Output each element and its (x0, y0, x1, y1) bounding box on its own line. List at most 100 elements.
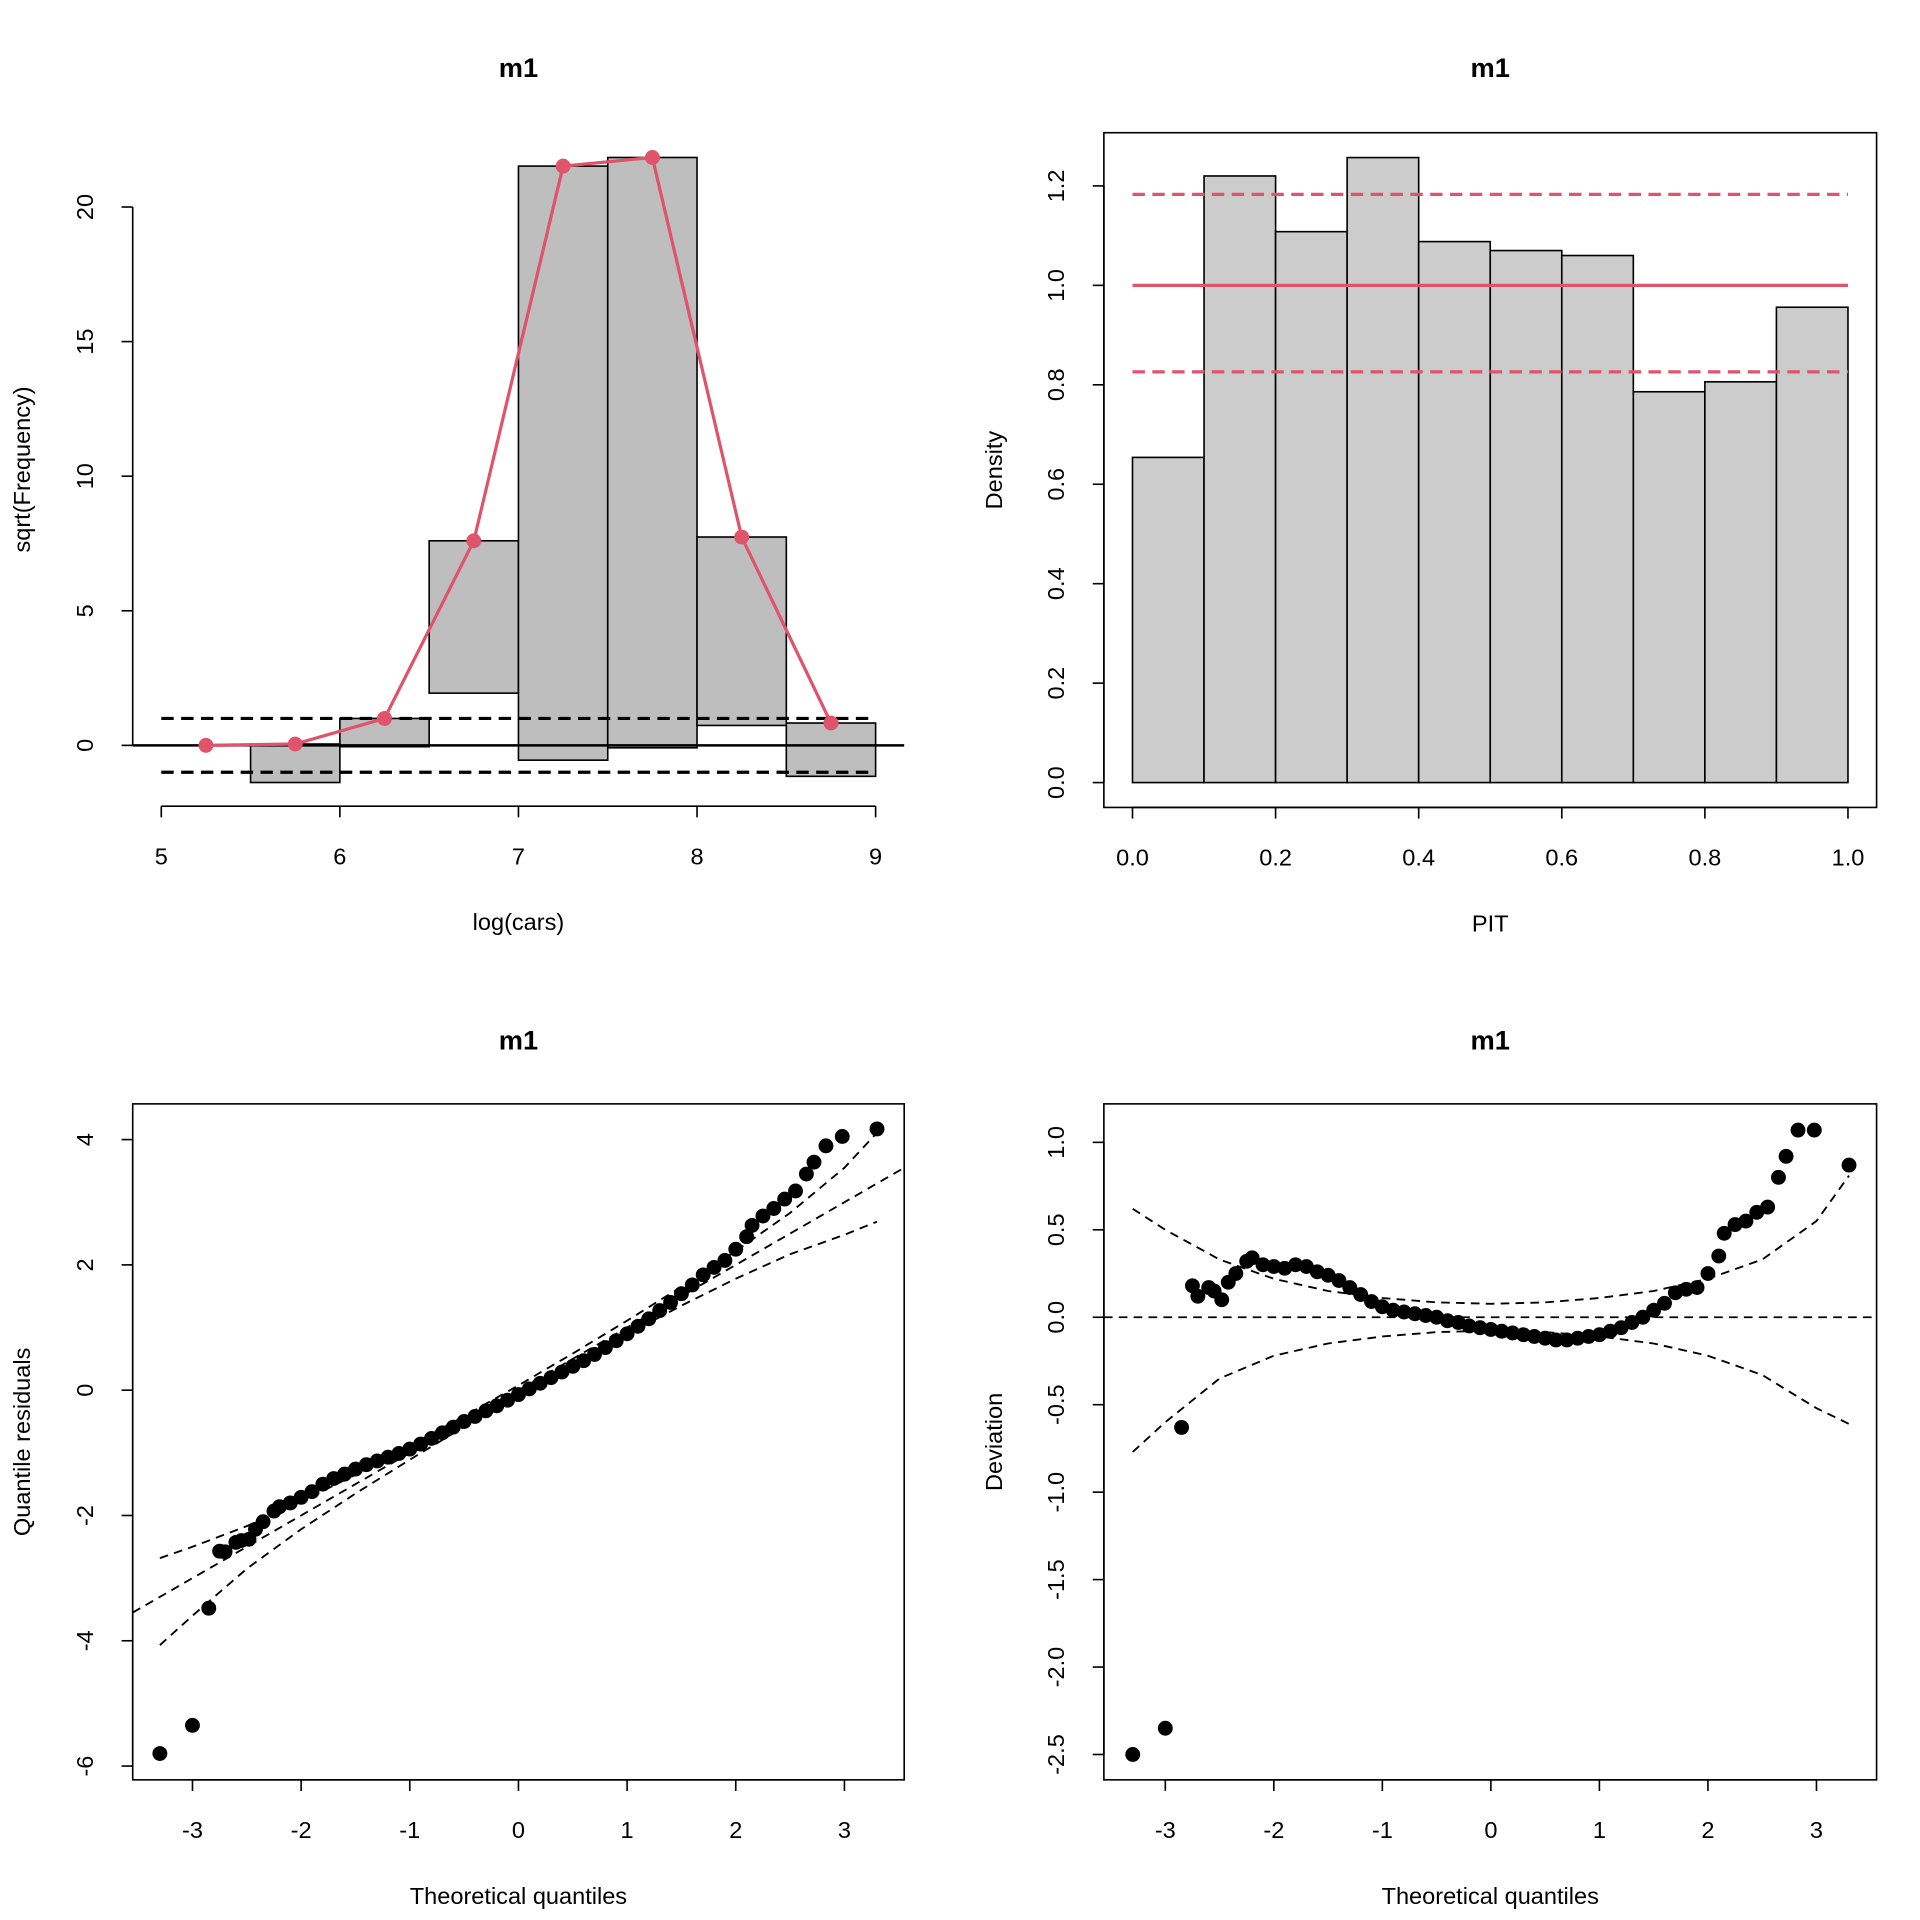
x-tick-label: 2 (729, 1817, 742, 1843)
y-tick-label: 1.0 (1043, 1126, 1069, 1159)
x-tick-label: 9 (869, 843, 882, 869)
point (1738, 1213, 1754, 1229)
x-tick-label: -2 (291, 1817, 312, 1843)
bar (785, 722, 877, 778)
point (1790, 1122, 1806, 1138)
point (1635, 1309, 1651, 1325)
y-tick-label: 2 (72, 1258, 98, 1271)
chart-title: m1 (1471, 1024, 1510, 1055)
panel: m1 Theoretical quantiles Quantile residual… (9, 1024, 905, 1909)
bar (1704, 381, 1778, 784)
chart-title: m1 (499, 52, 538, 83)
x-tick-label: 5 (155, 843, 168, 869)
point (255, 1514, 271, 1530)
point (1174, 1419, 1190, 1435)
y-tick-label: -4 (72, 1630, 98, 1651)
point (673, 1286, 689, 1302)
expected-point (287, 736, 303, 752)
x-axis-label: PIT (1472, 910, 1509, 936)
bar (1417, 240, 1492, 784)
y-axis-label: Density (981, 431, 1007, 510)
point (185, 1717, 200, 1733)
point (798, 1166, 814, 1182)
point (834, 1129, 850, 1144)
point (1657, 1295, 1672, 1311)
expected-line (205, 155, 833, 747)
bar (1274, 230, 1348, 784)
confidence-band (159, 1132, 878, 1559)
y-tick-label: 0.8 (1043, 368, 1069, 401)
y-tick-label: 20 (72, 194, 98, 220)
y-tick-label: 0.6 (1043, 468, 1069, 501)
panel: m1 log(cars) sqrt(Frequency) 5 6 7 8 9 0 5 10 15 20 (9, 52, 905, 935)
y-tick-label: 0 (72, 1384, 98, 1397)
y-tick-label: -2.0 (1043, 1647, 1069, 1688)
x-tick-label: 0.6 (1545, 845, 1578, 871)
y-tick-label: 0 (72, 739, 98, 752)
point (304, 1484, 320, 1500)
x-tick-label: -2 (1263, 1817, 1284, 1843)
point (755, 1208, 771, 1224)
point (1157, 1720, 1173, 1736)
x-tick-label: 1 (1593, 1817, 1606, 1843)
point (641, 1311, 657, 1327)
x-tick-label: 6 (333, 843, 346, 869)
point (1548, 1332, 1564, 1348)
y-tick-label: -2 (72, 1505, 98, 1526)
point (1353, 1287, 1369, 1302)
bar (606, 156, 698, 749)
expected-point (555, 158, 571, 174)
point (766, 1201, 782, 1216)
point (717, 1253, 733, 1268)
x-tick-label: 0.0 (1116, 845, 1149, 871)
confidence-band (1132, 1175, 1850, 1305)
point (1841, 1157, 1857, 1173)
y-tick-label: -2.5 (1043, 1734, 1069, 1775)
chart-title: m1 (499, 1024, 538, 1055)
y-tick-label: 0.2 (1043, 667, 1069, 700)
bar (1560, 254, 1635, 784)
point (777, 1191, 793, 1207)
expected-point (466, 533, 482, 549)
point (684, 1277, 700, 1293)
point (1771, 1169, 1786, 1185)
point (576, 1353, 592, 1369)
point (1190, 1288, 1206, 1304)
bar (1203, 175, 1277, 784)
y-tick-label: 0.0 (1043, 766, 1069, 799)
y-axis-label: Quantile residuals (9, 1348, 35, 1536)
point (818, 1138, 834, 1154)
x-tick-label: 2 (1701, 1817, 1714, 1843)
point (652, 1303, 668, 1319)
panel: m1 Theoretical quantiles Deviation -3 -2 -1 0 1… (981, 1024, 1878, 1909)
point (1228, 1266, 1244, 1281)
point (695, 1267, 711, 1283)
y-tick-label: 5 (72, 604, 98, 617)
point (587, 1347, 602, 1362)
x-tick-label: 0.8 (1689, 845, 1722, 871)
bar (517, 165, 609, 761)
x-tick-label: -1 (399, 1817, 420, 1843)
point (1778, 1148, 1794, 1164)
point (663, 1295, 679, 1310)
point (744, 1217, 760, 1233)
y-tick-label: 1.0 (1043, 269, 1069, 302)
bar (696, 536, 788, 727)
x-tick-label: 3 (1810, 1817, 1823, 1843)
point (1689, 1280, 1705, 1295)
x-tick-label: -3 (1155, 1817, 1176, 1843)
expected-point (198, 737, 214, 753)
expected-point (734, 529, 750, 545)
y-axis-label: sqrt(Frequency) (9, 386, 35, 552)
point (1342, 1280, 1358, 1295)
x-tick-label: 0 (1484, 1817, 1497, 1843)
point (597, 1340, 613, 1356)
point (869, 1121, 885, 1137)
y-axis-label: Deviation (981, 1393, 1007, 1491)
point (1214, 1292, 1230, 1308)
chart-title: m1 (1471, 52, 1510, 83)
y-tick-label: 4 (72, 1133, 98, 1146)
bar (1131, 456, 1205, 784)
expected-point (377, 711, 392, 726)
